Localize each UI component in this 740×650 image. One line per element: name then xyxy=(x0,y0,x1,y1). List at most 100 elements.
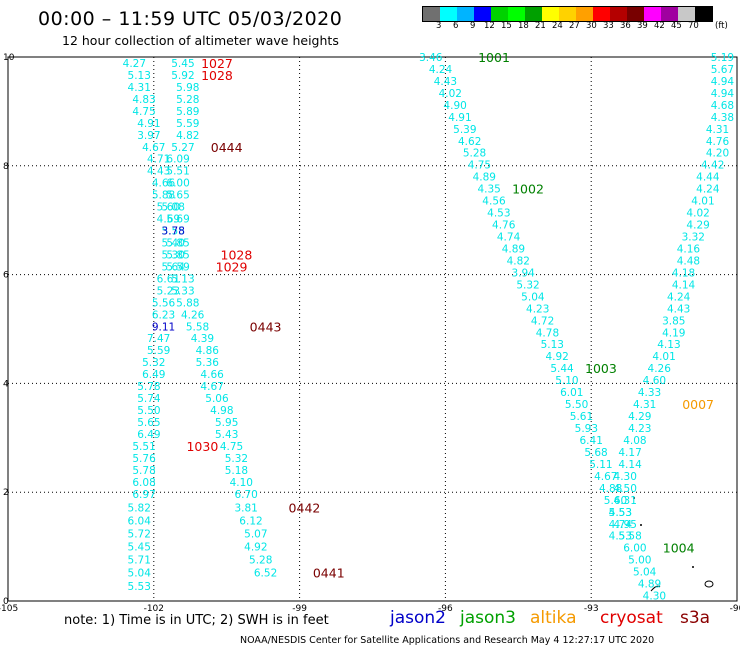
wave-height-value: 5.58 xyxy=(186,321,209,333)
wave-height-value: 6.97 xyxy=(132,489,155,501)
wave-height-value: 5.68 xyxy=(584,447,607,459)
wave-height-value: 4.50 xyxy=(614,483,637,495)
wave-height-value: 5.04 xyxy=(633,567,657,579)
wave-height-value: 5.06 xyxy=(205,393,229,405)
color-scale-tick: 21 xyxy=(535,21,546,31)
wave-height-value: 4.91 xyxy=(448,112,471,124)
wave-height-value: 5.72 xyxy=(128,529,151,541)
wave-height-value: 3.78 xyxy=(162,226,185,238)
color-scale-tick: 27 xyxy=(569,21,580,31)
wave-height-value: 5.65 xyxy=(137,417,160,429)
wave-height-value: 4.31 xyxy=(633,399,656,411)
color-swatch xyxy=(593,7,610,21)
wave-height-value: 5.58 xyxy=(618,531,641,543)
wave-height-value: 4.95 xyxy=(614,519,637,531)
wave-height-value: 5.89 xyxy=(176,106,199,118)
wave-height-value: 5.65 xyxy=(166,190,189,202)
wave-height-value: 4.14 xyxy=(618,459,642,471)
color-scale-tick: 6 xyxy=(453,21,459,31)
color-scale-tick: 33 xyxy=(603,21,614,31)
wave-height-value: 4.29 xyxy=(628,411,651,423)
pass-label: 1001 xyxy=(478,50,510,65)
color-scale-unit: (ft) xyxy=(715,21,728,31)
wave-height-value: 4.10 xyxy=(230,477,253,489)
color-scale-tick: 3 xyxy=(436,21,442,31)
wave-height-value: 5.78 xyxy=(132,465,155,477)
wave-height-value: 5.18 xyxy=(225,465,248,477)
wave-height-value: 4.66 xyxy=(152,178,176,190)
wave-height-value: 5.45 xyxy=(171,58,194,70)
wave-height-value: 4.14 xyxy=(672,279,696,291)
wave-height-value: 4.30 xyxy=(614,471,637,483)
wave-height-value: 4.78 xyxy=(536,327,559,339)
wave-height-value: 4.17 xyxy=(618,447,641,459)
wave-height-value: 5.11 xyxy=(589,459,612,471)
wave-height-value: 4.23 xyxy=(526,303,549,315)
wave-height-value: 4.89 xyxy=(638,579,661,591)
color-scale-tick: 70 xyxy=(688,21,699,31)
color-swatch xyxy=(508,7,525,21)
pass-label: 0443 xyxy=(250,319,282,334)
pass-label: 0442 xyxy=(289,500,321,515)
wave-height-value: 4.67 xyxy=(200,381,223,393)
wave-height-value: 6.41 xyxy=(580,435,603,447)
pass-label: 1002 xyxy=(512,182,544,197)
wave-height-value: 4.94 xyxy=(711,88,735,100)
wave-height-value: 5.28 xyxy=(249,555,272,567)
color-scale-tick: 18 xyxy=(518,21,529,31)
wave-height-value: 6.23 xyxy=(152,309,175,321)
longitude-label: -99 xyxy=(292,604,307,614)
wave-height-value: 3.32 xyxy=(682,232,705,244)
latitude-label: 6 xyxy=(3,271,9,281)
pass-label: 1027 xyxy=(201,56,233,71)
wave-height-value: 5.07 xyxy=(244,529,267,541)
wave-height-value: 4.76 xyxy=(706,136,730,148)
wave-height-value: 5.51 xyxy=(166,166,189,178)
color-swatch xyxy=(423,7,440,21)
wave-height-value: 4.82 xyxy=(507,255,530,267)
wave-height-value: 5.50 xyxy=(565,399,588,411)
wave-height-value: 6.52 xyxy=(254,568,277,580)
wave-height-value: 5.67 xyxy=(711,64,734,76)
wave-height-value: 9.11 xyxy=(152,321,175,333)
wave-height-value: 4.72 xyxy=(531,315,554,327)
wave-height-value: 5.55 xyxy=(162,226,185,238)
color-swatch xyxy=(695,7,712,21)
wave-height-value: 6.49 xyxy=(137,429,160,441)
wave-height-value: 3.46 xyxy=(419,52,443,64)
wave-height-value: 4.24 xyxy=(667,291,691,303)
wave-height-value: 4.19 xyxy=(662,327,685,339)
wave-height-value: 5.59 xyxy=(176,118,199,130)
wave-height-value: 4.68 xyxy=(711,100,734,112)
island-outline xyxy=(692,566,694,568)
wave-height-value: 4.26 xyxy=(648,363,672,375)
wave-height-value: 5.33 xyxy=(171,285,194,297)
wave-height-value: 4.48 xyxy=(677,255,700,267)
latitude-label: 4 xyxy=(3,379,9,389)
wave-height-value: 4.44 xyxy=(696,172,720,184)
wave-height-value: 4.76 xyxy=(492,220,516,232)
wave-height-value: 4.18 xyxy=(672,267,695,279)
wave-height-value: 5.39 xyxy=(453,124,476,136)
color-swatch xyxy=(525,7,542,21)
wave-height-value: 4.82 xyxy=(176,130,199,142)
color-swatch xyxy=(661,7,678,21)
wave-height-value: 5.23 xyxy=(157,285,180,297)
wave-height-value: 4.88 xyxy=(599,483,622,495)
wave-height-value: 4.23 xyxy=(628,423,651,435)
wave-height-value: 5.61 xyxy=(570,411,593,423)
legend-entry-s3a: s3a xyxy=(680,608,711,628)
color-scale-tick: 30 xyxy=(586,21,597,31)
color-swatch xyxy=(457,7,474,21)
longitude-label: -102 xyxy=(144,604,164,614)
longitude-label: -96 xyxy=(438,604,453,614)
longitude-label: -105 xyxy=(0,604,18,614)
wave-height-value: 5.08 xyxy=(162,202,185,214)
color-swatch xyxy=(644,7,661,21)
wave-height-value: 4.53 xyxy=(609,531,632,543)
wave-height-value: 4.27 xyxy=(123,58,146,70)
color-swatch xyxy=(678,7,695,21)
wave-height-value: 4.75 xyxy=(468,160,491,172)
latitude-label: 10 xyxy=(3,53,15,63)
wave-height-value: 4.16 xyxy=(677,243,701,255)
